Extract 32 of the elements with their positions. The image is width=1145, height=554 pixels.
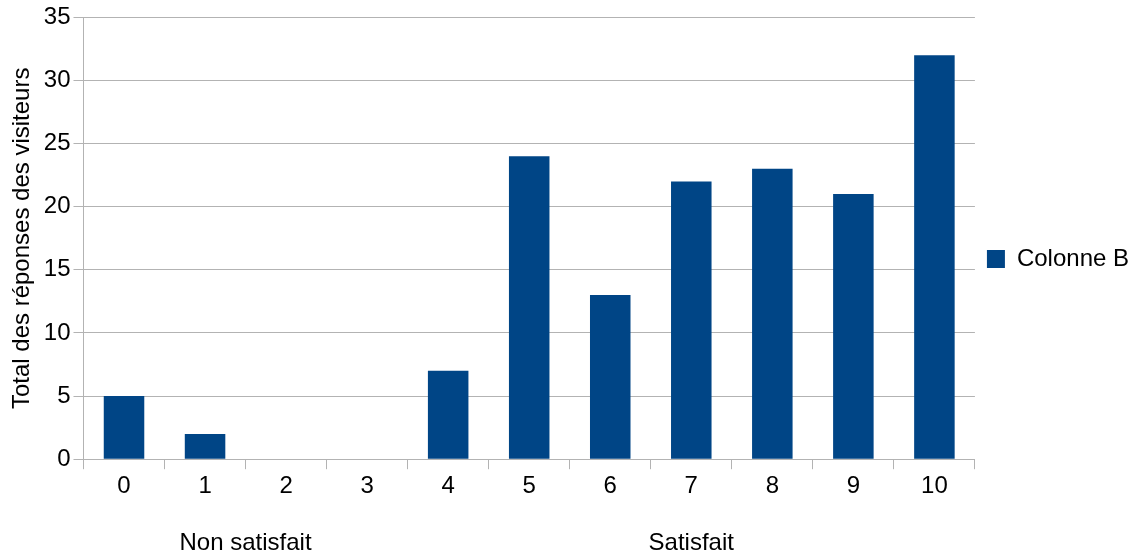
x-tick-label: 4 [441,471,455,499]
x-tick-label: 10 [921,471,948,499]
bar [671,181,712,459]
y-tick-label: 35 [43,2,71,30]
y-tick-label: 15 [43,254,71,282]
x-tick-label: 7 [684,471,698,499]
bar [427,370,469,459]
y-tick-label: 25 [43,128,71,156]
x-tick-label: 3 [360,471,374,499]
text: Non satisfait [179,528,312,554]
x-tick-label: 9 [846,471,861,499]
bar [752,168,793,459]
bar [103,396,145,459]
x-tick-label: 5 [522,471,536,499]
x-tick-label: 6 [603,471,617,499]
x-tick-label: 0 [117,471,131,499]
bar [589,295,631,459]
y-tick-label: 30 [43,65,71,93]
bar [833,194,874,459]
text: Satisfait [648,528,735,554]
y-tick-label: 0 [57,443,71,471]
bar [184,433,226,459]
legend-label: Colonne B [1016,243,1129,271]
bar [508,156,550,459]
x-tick-label: 8 [765,471,779,499]
y-axis-title: Total des réponses des visiteurs [7,67,35,410]
x-tick-label: 2 [279,471,293,499]
y-tick-label: 5 [57,380,71,408]
y-tick-label: 10 [43,317,71,345]
x-tick-label: 1 [198,471,212,499]
bar [914,55,955,459]
y-tick-label: 20 [43,191,71,219]
